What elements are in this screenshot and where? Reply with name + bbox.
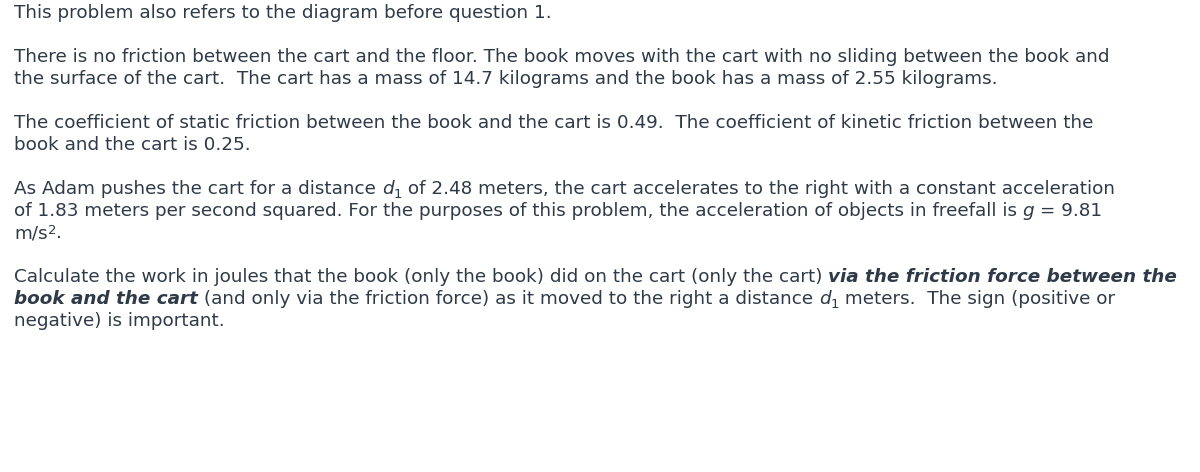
- Text: g: g: [1022, 202, 1034, 220]
- Text: book and the cart is 0.25.: book and the cart is 0.25.: [14, 136, 251, 154]
- Text: This problem also refers to the diagram before question 1.: This problem also refers to the diagram …: [14, 4, 552, 22]
- Text: 1: 1: [394, 187, 402, 201]
- Text: of 2.48 meters, the cart accelerates to the right with a constant acceleration: of 2.48 meters, the cart accelerates to …: [402, 180, 1115, 198]
- Text: book and the cart: book and the cart: [14, 290, 198, 308]
- Text: the surface of the cart.  The cart has a mass of 14.7 kilograms and the book has: the surface of the cart. The cart has a …: [14, 70, 997, 88]
- Text: There is no friction between the cart and the floor. The book moves with the car: There is no friction between the cart an…: [14, 48, 1110, 66]
- Text: of 1.83 meters per second squared. For the purposes of this problem, the acceler: of 1.83 meters per second squared. For t…: [14, 202, 1022, 220]
- Text: meters.  The sign (positive or: meters. The sign (positive or: [839, 290, 1115, 308]
- Text: The coefficient of static friction between the book and the cart is 0.49.  The c: The coefficient of static friction betwe…: [14, 114, 1093, 132]
- Text: 2: 2: [48, 224, 56, 236]
- Text: d: d: [382, 180, 394, 198]
- Text: Calculate the work in joules that the book (only the book) did on the cart (only: Calculate the work in joules that the bo…: [14, 268, 828, 286]
- Text: As Adam pushes the cart for a distance: As Adam pushes the cart for a distance: [14, 180, 382, 198]
- Text: (and only via the friction force) as it moved to the right a distance: (and only via the friction force) as it …: [198, 290, 818, 308]
- Text: negative) is important.: negative) is important.: [14, 312, 224, 330]
- Text: .: .: [56, 224, 62, 242]
- Text: d: d: [818, 290, 830, 308]
- Text: 1: 1: [830, 297, 839, 311]
- Text: via the friction force between the: via the friction force between the: [828, 268, 1177, 286]
- Text: = 9.81: = 9.81: [1034, 202, 1103, 220]
- Text: m/s: m/s: [14, 224, 48, 242]
